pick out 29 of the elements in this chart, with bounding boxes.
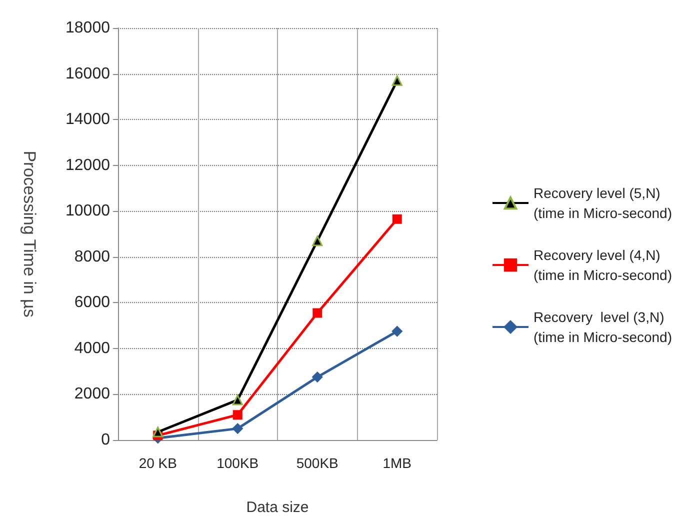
point: [392, 214, 402, 224]
point: [152, 426, 164, 438]
point: [232, 394, 243, 406]
point: [392, 326, 402, 337]
point: [312, 372, 323, 382]
y-tick-label: 16000: [66, 65, 110, 82]
y-tick-label: 12000: [66, 156, 110, 174]
point: [232, 423, 243, 434]
y-tick-label: 0: [101, 432, 110, 448]
y-tick-label: 10000: [66, 202, 110, 220]
point: [392, 75, 402, 86]
y-tick-label: 2000: [74, 386, 110, 403]
point: [312, 236, 323, 246]
point: [232, 410, 242, 420]
point: [312, 308, 322, 318]
y-axis-title: Processing Time in µs: [20, 150, 39, 318]
x-tick-label: 100KB: [216, 455, 259, 471]
y-tick-label: 6000: [74, 294, 110, 312]
legend-label: Recovery level (4,N) (time in Micro-second): [534, 247, 672, 283]
y-tick-label: 4000: [74, 340, 110, 357]
x-tick-label: 20 KB: [138, 455, 177, 471]
x-axis-title: Data size: [246, 499, 309, 516]
x-tick-label: 500KB: [296, 455, 338, 471]
y-tick-label: 18000: [66, 20, 110, 36]
x-tick-label: 1MB: [382, 455, 412, 471]
legend-label: Recovery level (5,N) (time in Micro-second): [534, 185, 672, 221]
y-tick-label: 14000: [66, 111, 110, 128]
legend-label: Recovery level (3,N) (time in Micro-second): [534, 309, 672, 345]
y-tick-label: 8000: [74, 248, 110, 266]
